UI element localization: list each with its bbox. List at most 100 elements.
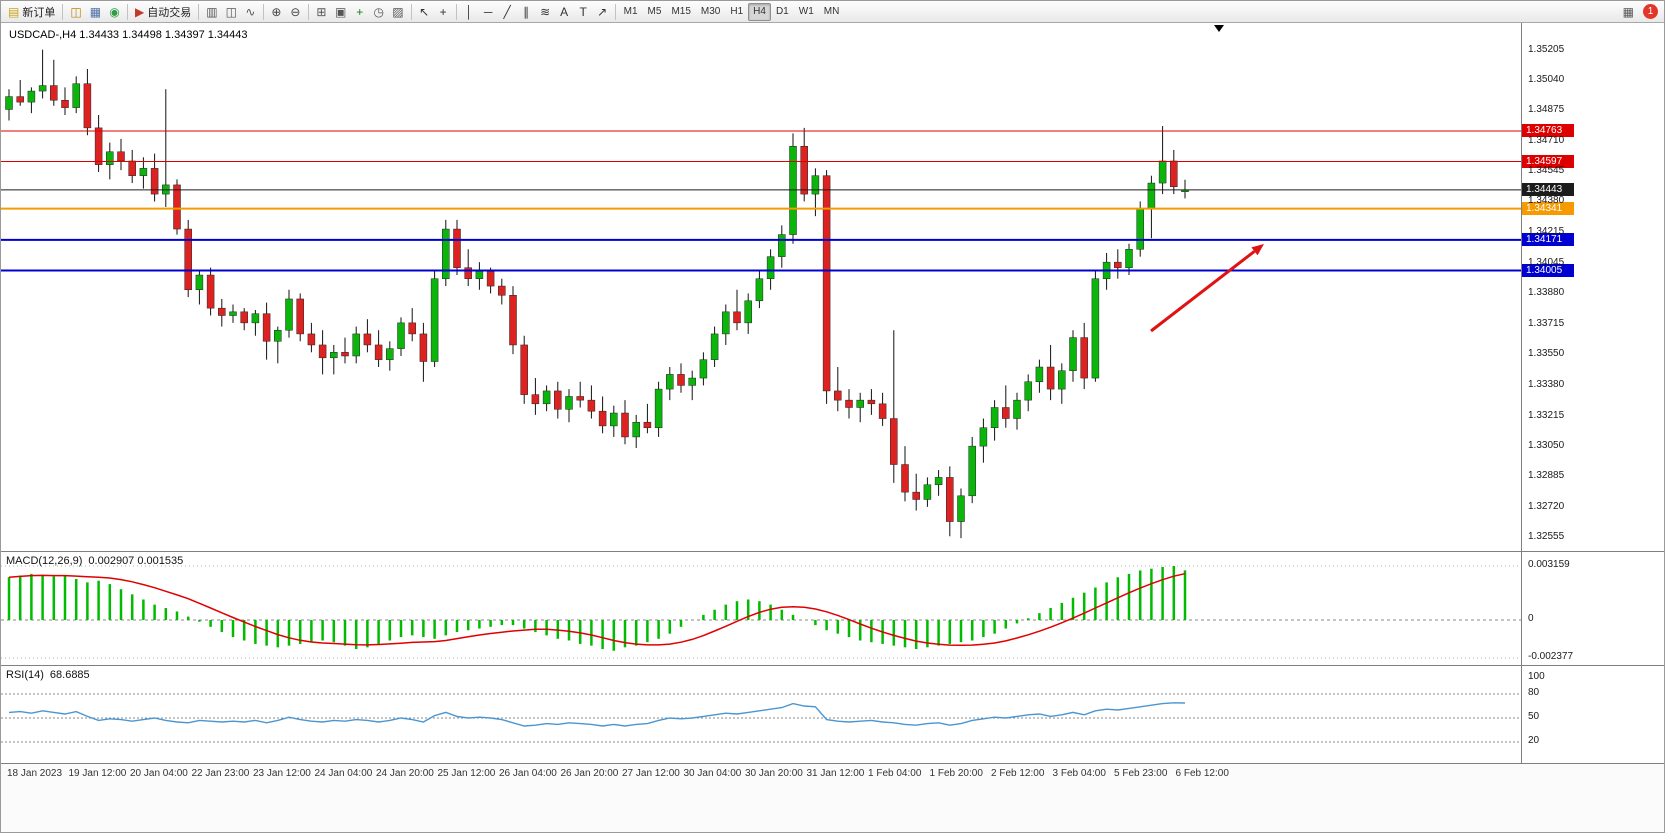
channel-button[interactable]: ∥ [517,3,536,21]
timeframe-button-m1[interactable]: M1 [623,6,638,17]
cascade-windows-button[interactable]: ▣ [331,3,350,21]
candle-body [307,333,316,346]
timeframe-button-d1[interactable]: D1 [775,6,789,17]
candle-body [1114,261,1122,268]
candle-body [464,267,472,279]
cursor-button[interactable]: ↖ [415,3,434,21]
indicators-icon: + [356,4,364,19]
timeframe-button-h4[interactable]: H4 [748,2,771,21]
bar-chart-icon: ▥ [206,4,218,19]
time-axis-label: 1 Feb 04:00 [868,768,922,779]
candle-body [946,477,954,522]
fibonacci-icon: ≋ [540,4,551,19]
time-axis[interactable]: 18 Jan 2023 19 Jan 12:00 20 Jan 04:00 22 Ja… [1,763,1664,832]
cascade-windows-icon: ▣ [334,4,347,19]
time-axis-label: 20 Jan 04:00 [130,768,188,779]
price-tick: 1.32885 [1528,470,1565,482]
crosshair-button[interactable]: + [434,3,453,21]
layout-button[interactable]: ▦ [1619,3,1638,21]
timeframe-button-m30[interactable]: M30 [700,6,721,17]
tile-windows-icon: ⊞ [316,4,327,19]
templates-icon: ▨ [392,4,404,19]
main-chart-panel[interactable]: USDCAD-,H4 1.34433 1.34498 1.34397 1.344… [1,23,1521,551]
main-chart-canvas[interactable] [1,23,1521,551]
toolbar-separator [410,3,412,20]
candle-body [576,396,584,401]
timeframe-button-m15[interactable]: M15 [671,6,691,17]
horizontal-line-button[interactable]: ─ [479,3,498,21]
time-axis-label: 31 Jan 12:00 [806,768,865,779]
chart-shift-marker[interactable] [1214,25,1224,32]
price-tick: 1.34710 [1528,134,1565,146]
auto-trading-button[interactable]: ▶ 自动交易 [131,3,195,21]
candle-body [1035,366,1044,382]
candle-body [621,412,629,438]
candle-body [363,333,372,346]
candle-body [453,228,461,268]
text-label-button[interactable]: T [574,3,593,21]
candle-body [979,427,988,447]
macd-values: 0.002907 0.001535 [88,555,184,567]
market-watch-button[interactable]: ◉ [105,3,124,21]
price-tick: 1.33050 [1528,440,1565,452]
candle-body [296,298,304,335]
toolbar-separator [307,3,309,20]
zoom-in-button[interactable]: ⊕ [267,3,286,21]
candlestick-chart-button[interactable]: ◫ [222,3,241,21]
trendline-button[interactable]: ╱ [498,3,517,21]
price-axis[interactable]: 1.34763 1.34597 1.34443 1.34341 1.34171 1.340… [1521,23,1664,763]
candle-body [318,344,327,359]
notification-badge[interactable]: 1 [1643,4,1658,19]
toolbar-separator [198,3,200,20]
candle-body [330,352,338,359]
timeframe-button-w1[interactable]: W1 [798,6,814,17]
zoom-out-button[interactable]: ⊖ [286,3,305,21]
arrows-button[interactable]: ↗ [593,3,612,21]
price-tick: 1.33715 [1528,317,1565,329]
time-axis-label: 3 Feb 04:00 [1052,768,1106,779]
candle-body [778,234,786,257]
line-chart-button[interactable]: ∿ [241,3,260,21]
trend-arrow[interactable] [1150,244,1264,333]
candle-body [285,298,293,331]
macd-canvas[interactable] [1,552,1521,665]
fibonacci-button[interactable]: ≋ [536,3,555,21]
timeframe-button-mn[interactable]: MN [823,6,840,17]
charts-button[interactable]: ◫ [66,3,85,21]
candle-body [341,352,349,357]
candle-body [442,228,450,279]
candle-body [1024,381,1032,401]
macd-axis-label: 0.003159 [1528,559,1570,570]
price-tag-1.34597: 1.34597 [1522,155,1574,169]
rsi-canvas[interactable] [1,666,1521,763]
vertical-line-button[interactable]: │ [460,3,479,21]
axis-separator [1522,551,1664,552]
templates-button[interactable]: ▨ [388,3,407,21]
vertical-line-icon: │ [465,4,473,19]
macd-panel[interactable]: MACD(12,26,9) 0.002907 0.001535 [1,551,1521,665]
new-order-button[interactable]: ▤ 新订单 [4,3,59,21]
indicators-button[interactable]: + [350,3,369,21]
candle-body [72,83,80,108]
candle-body [1158,160,1167,184]
candle-body [117,151,125,162]
profiles-button[interactable]: ▦ [86,3,105,21]
tile-windows-button[interactable]: ⊞ [312,3,331,21]
bar-chart-button[interactable]: ▥ [202,3,221,21]
candle-body [408,322,416,335]
macd-axis-label: -0.002377 [1528,651,1574,662]
candle-body [1046,366,1055,390]
time-axis-label: 2 Feb 12:00 [991,768,1045,779]
rsi-panel[interactable]: RSI(14) 68.6885 [1,665,1521,763]
candle-body [677,374,685,386]
rsi-axis-label: 20 [1528,735,1540,746]
periods-button[interactable]: ◷ [369,3,388,21]
candle-body [1136,208,1144,250]
price-tick: 1.34875 [1528,104,1565,116]
price-tick: 1.32720 [1528,500,1565,512]
timeframe-button-h1[interactable]: H1 [730,6,744,17]
rsi-axis-label: 50 [1528,711,1540,722]
price-tag-1.34341: 1.34341 [1522,202,1574,216]
text-button[interactable]: A [555,3,574,21]
timeframe-button-m5[interactable]: M5 [647,6,662,17]
